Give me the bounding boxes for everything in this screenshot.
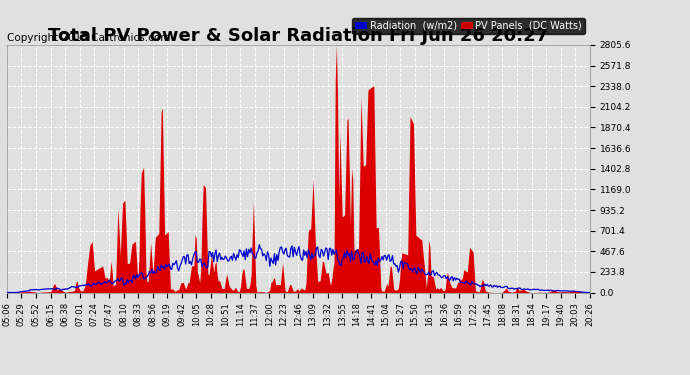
Title: Total PV Power & Solar Radiation Fri Jun 26 20:27: Total PV Power & Solar Radiation Fri Jun… bbox=[48, 27, 549, 45]
Legend: Radiation  (w/m2), PV Panels  (DC Watts): Radiation (w/m2), PV Panels (DC Watts) bbox=[353, 18, 585, 33]
Text: Copyright 2015 Cartronics.com: Copyright 2015 Cartronics.com bbox=[7, 33, 170, 42]
